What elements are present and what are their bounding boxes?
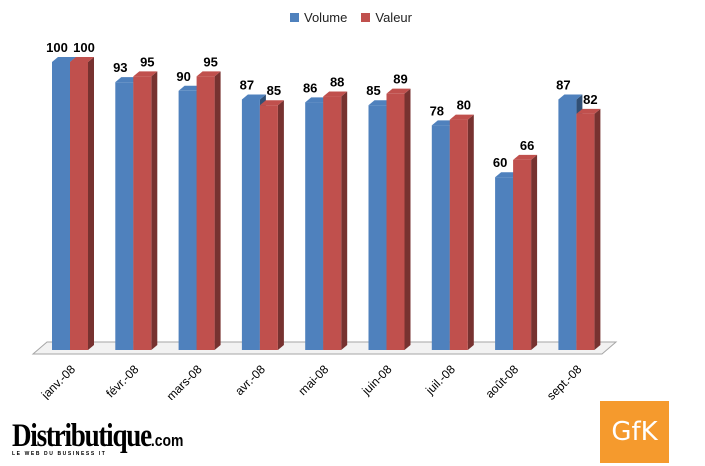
data-label-valeur-1: 95 (140, 54, 154, 69)
distributique-name: Distributique.com (12, 418, 184, 454)
bar-top-valeur-4 (323, 91, 348, 97)
bar-volume-1 (115, 82, 134, 350)
bar-side-valeur-8 (594, 108, 601, 350)
bar-volume-3 (241, 99, 260, 350)
bar-top-volume-8 (558, 94, 583, 100)
x-tick-label-2: mars-08 (164, 362, 205, 400)
x-tick-label-6: juil.-08 (422, 362, 458, 398)
data-label-valeur-7: 66 (520, 138, 534, 153)
legend-label-volume: Volume (304, 9, 348, 25)
bar-side-valeur-5 (404, 88, 411, 351)
bar-top-valeur-0 (70, 57, 94, 62)
data-label-volume-6: 78 (430, 103, 444, 118)
bar-top-valeur-6 (449, 114, 474, 120)
bar-valeur-2 (196, 76, 215, 351)
data-label-volume-5: 85 (366, 83, 380, 98)
data-label-valeur-0: 100 (73, 40, 95, 55)
bar-volume-6 (431, 125, 450, 350)
x-tick-label-1: févr.-08 (103, 362, 141, 400)
bar-valeur-8 (576, 113, 595, 350)
data-label-valeur-4: 88 (330, 75, 344, 90)
data-label-valeur-3: 85 (267, 83, 281, 98)
x-tick-label-5: juin-08 (359, 362, 395, 398)
bar-valeur-6 (449, 119, 468, 350)
gfk-logo: GfK (600, 401, 669, 463)
bar-valeur-5 (386, 93, 405, 351)
data-label-valeur-8: 82 (583, 92, 597, 107)
legend-swatch-valeur (361, 12, 371, 22)
bar-volume-4 (305, 102, 324, 350)
bar-valeur-1 (133, 76, 152, 351)
data-label-valeur-2: 95 (203, 54, 217, 69)
data-label-volume-4: 86 (303, 80, 317, 95)
bar-top-valeur-8 (576, 108, 601, 114)
bar-side-valeur-2 (214, 71, 221, 351)
data-label-volume-7: 60 (493, 155, 507, 170)
data-label-volume-0: 100 (46, 40, 68, 55)
bar-top-volume-3 (241, 94, 266, 100)
legend-item-volume: Volume (290, 10, 347, 25)
distributique-tagline: LE WEB DU BUSINESS IT (12, 451, 107, 457)
data-label-volume-2: 90 (176, 69, 190, 84)
legend-swatch-volume (290, 12, 299, 22)
bar-top-valeur-2 (196, 71, 221, 77)
x-tick-label-0: janv.-08 (38, 362, 78, 400)
bar-side-valeur-0 (88, 57, 94, 350)
data-label-valeur-6: 80 (457, 98, 471, 113)
bar-top-valeur-3 (259, 100, 284, 106)
bar-volume-5 (368, 105, 387, 350)
chart-legend: Volume Valeur (290, 8, 426, 26)
bar-valeur-0 (70, 62, 88, 350)
bar-top-valeur-7 (513, 154, 538, 160)
bar-top-valeur-5 (386, 88, 411, 94)
data-label-volume-8: 87 (556, 77, 570, 92)
bar-side-valeur-7 (531, 154, 538, 350)
bar-volume-8 (558, 99, 577, 350)
bar-volume-0 (52, 62, 70, 350)
bar-valeur-4 (323, 96, 342, 350)
x-tick-label-4: mai-08 (295, 362, 331, 398)
x-tick-label-8: sept.-08 (544, 362, 585, 400)
bar-volume-2 (178, 90, 197, 351)
data-label-valeur-5: 89 (393, 72, 407, 87)
bar-top-valeur-1 (133, 71, 158, 77)
legend-item-valeur: Valeur (361, 10, 412, 25)
bar-chart: 100 100 janv.-08 93 95 févr.-08 90 95 mars-08 87 8… (31, 40, 618, 400)
x-tick-label-7: août-08 (483, 362, 522, 400)
distributique-logo: Distributique.com (12, 420, 221, 460)
data-label-volume-3: 87 (240, 77, 254, 92)
bar-valeur-7 (513, 159, 532, 350)
legend-label-valeur: Valeur (375, 9, 412, 25)
bar-top-volume-0 (52, 57, 76, 62)
bar-valeur-3 (259, 105, 278, 350)
bar-volume-7 (495, 177, 514, 350)
x-tick-label-3: avr.-08 (232, 362, 268, 398)
bar-side-valeur-6 (467, 114, 474, 350)
bar-side-valeur-1 (151, 71, 158, 351)
bar-side-valeur-3 (277, 100, 284, 350)
bar-side-valeur-4 (341, 91, 348, 350)
data-label-volume-1: 93 (113, 60, 127, 75)
